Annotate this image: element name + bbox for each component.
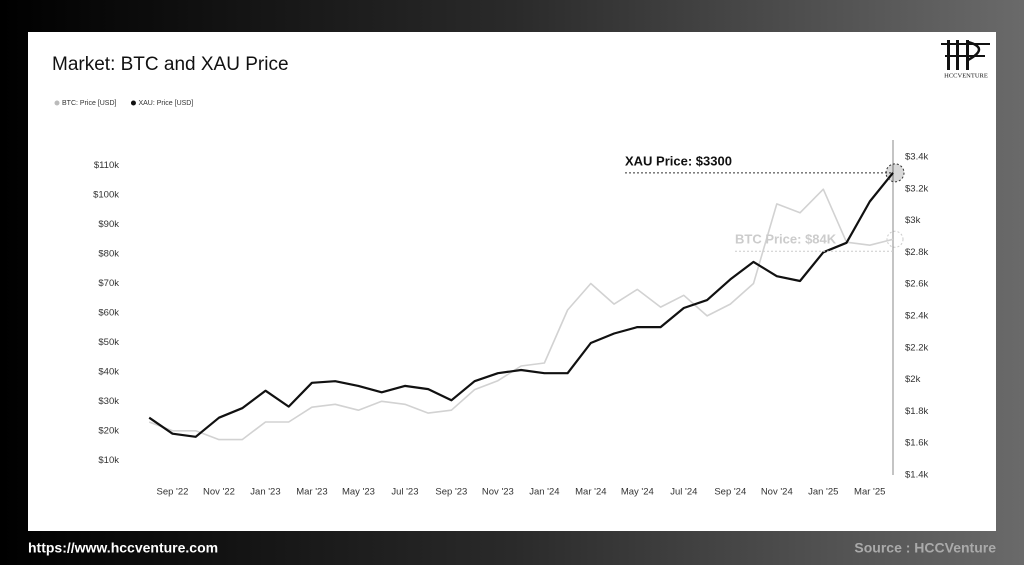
footer-url: https://www.hccventure.com xyxy=(28,540,218,556)
y-tick-label: $70k xyxy=(98,278,119,289)
x-tick-label: Mar '24 xyxy=(575,487,606,498)
x-tick-label: Mar '25 xyxy=(854,487,885,498)
y-tick-label: $40k xyxy=(98,366,119,377)
series-line xyxy=(148,172,894,438)
chart-title: Market: BTC and XAU Price xyxy=(52,54,289,75)
x-tick-label: Sep '23 xyxy=(435,487,467,498)
x-tick-label: Jan '24 xyxy=(529,487,559,498)
annotation-marker xyxy=(885,163,905,183)
x-tick-label: Jul '23 xyxy=(391,487,418,498)
annotation: BTC Price: $84K xyxy=(735,232,837,247)
x-tick-label: Nov '23 xyxy=(482,487,514,498)
card xyxy=(28,32,996,531)
x-tick-label: Nov '24 xyxy=(761,487,793,498)
y2-tick-label: $3k xyxy=(905,215,921,226)
logo-text: HCCVENTURE xyxy=(944,72,988,79)
legend-label: XAU: Price [USD] xyxy=(138,100,193,107)
x-tick-label: May '24 xyxy=(621,487,654,498)
x-tick-label: Sep '24 xyxy=(714,487,746,498)
y-tick-label: $20k xyxy=(98,425,119,436)
x-tick-label: Jan '25 xyxy=(808,487,838,498)
y-tick-label: $60k xyxy=(98,307,119,318)
logo: HCCVENTURE xyxy=(941,40,990,79)
x-tick-label: Jan '23 xyxy=(250,487,280,498)
x-tick-label: Jul '24 xyxy=(670,487,697,498)
y-tick-label: $110k xyxy=(94,160,119,171)
y2-tick-label: $2.6k xyxy=(905,279,928,290)
y-tick-label: $50k xyxy=(98,337,119,348)
y2-tick-label: $1.6k xyxy=(905,438,928,449)
x-tick-label: Mar '23 xyxy=(296,487,327,498)
x-tick-label: Sep '22 xyxy=(157,487,189,498)
legend-label: BTC: Price [USD] xyxy=(62,100,117,107)
y2-tick-label: $1.4k xyxy=(905,470,928,481)
y2-tick-label: $2k xyxy=(905,374,921,385)
x-tick-label: May '23 xyxy=(342,487,375,498)
footer-source: Source : HCCVenture xyxy=(854,540,996,556)
legend-marker xyxy=(54,100,60,106)
series-line xyxy=(148,188,894,441)
y2-tick-label: $2.2k xyxy=(905,342,928,353)
y-tick-label: $80k xyxy=(98,249,119,260)
annotation-marker xyxy=(886,230,904,248)
y2-tick-label: $3.2k xyxy=(905,183,928,194)
y-tick-label: $90k xyxy=(98,219,119,230)
y2-tick-label: $2.4k xyxy=(905,310,928,321)
y2-tick-label: $3.4k xyxy=(905,151,928,162)
y-tick-label: $100k xyxy=(93,190,119,201)
annotation: XAU Price: $3300 xyxy=(625,153,732,168)
y-tick-label: $30k xyxy=(98,396,119,407)
y-tick-label: $10k xyxy=(98,455,119,466)
y2-tick-label: $1.8k xyxy=(905,406,928,417)
y2-tick-label: $2.8k xyxy=(905,247,928,258)
legend-marker xyxy=(130,100,136,106)
x-tick-label: Nov '22 xyxy=(203,487,235,498)
